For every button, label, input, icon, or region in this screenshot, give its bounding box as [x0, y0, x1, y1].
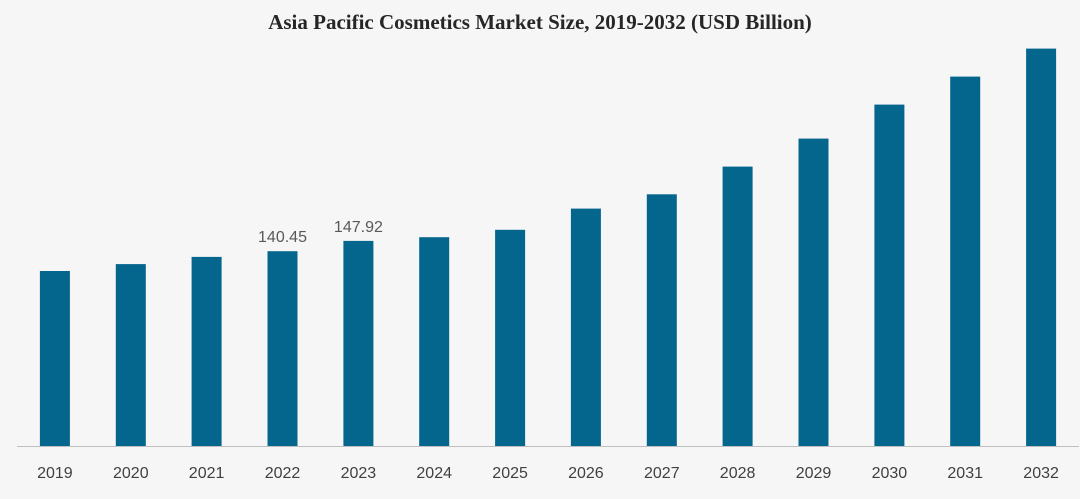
bar-2029 [798, 138, 829, 446]
x-tick-label-2029: 2029 [796, 465, 832, 482]
x-tick-label-2032: 2032 [1023, 465, 1059, 482]
bar-2020 [115, 264, 146, 446]
x-tick-label-2023: 2023 [341, 465, 377, 482]
bar-2021 [191, 256, 222, 446]
bar-2023 [343, 240, 374, 446]
bar-2030 [874, 104, 905, 446]
x-tick-label-2021: 2021 [189, 465, 225, 482]
x-tick-label-2031: 2031 [947, 465, 983, 482]
x-tick-label-2020: 2020 [113, 465, 149, 482]
bar-2028 [722, 166, 753, 446]
x-tick-label-2024: 2024 [416, 465, 452, 482]
data-label-2023: 147.92 [334, 219, 383, 236]
bar-2024 [419, 237, 450, 446]
bar-2031 [950, 76, 981, 446]
chart-title: Asia Pacific Cosmetics Market Size, 2019… [268, 10, 812, 34]
bar-2025 [495, 229, 526, 446]
x-tick-label-2019: 2019 [37, 465, 73, 482]
x-tick-label-2027: 2027 [644, 465, 680, 482]
x-tick-label-2028: 2028 [720, 465, 756, 482]
data-label-2022: 140.45 [258, 229, 307, 246]
bar-2019 [39, 271, 70, 446]
bar-2026 [570, 208, 601, 446]
bar-2027 [646, 194, 677, 446]
x-tick-label-2025: 2025 [492, 465, 528, 482]
bar-2022 [267, 251, 298, 446]
x-tick-label-2030: 2030 [872, 465, 908, 482]
x-tick-label-2022: 2022 [265, 465, 301, 482]
x-tick-label-2026: 2026 [568, 465, 604, 482]
bar-2032 [1026, 48, 1057, 446]
